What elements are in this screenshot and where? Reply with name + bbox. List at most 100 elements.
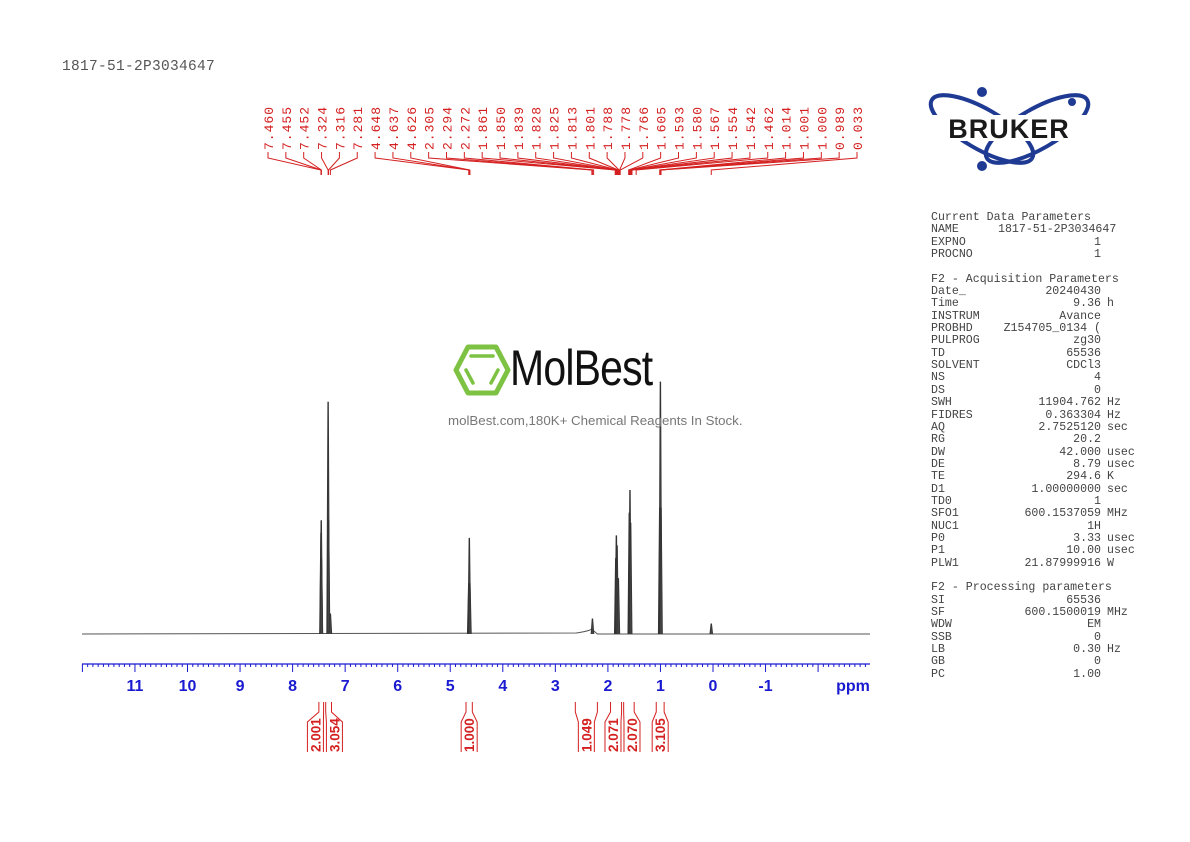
param-row: PULPROG zg30 — [931, 335, 1146, 348]
x-tick-label: 8 — [288, 678, 297, 695]
param-row: SOLVENT CDCl3 — [931, 359, 1146, 372]
param-key: DS — [931, 383, 945, 397]
peak-label: 1.000 — [815, 106, 830, 150]
param-row: SFO1 600.1537059 MHz — [931, 507, 1146, 521]
peak-label: 4.637 — [387, 106, 402, 150]
param-value: 2.7525120 — [1038, 420, 1101, 434]
param-row: SI 65536 — [931, 593, 1146, 607]
param-key: EXPNO — [931, 235, 966, 249]
param-value: 1 — [1094, 494, 1101, 508]
peak-label-connector — [392, 152, 470, 175]
molbest-watermark: MolBest molBest.com,180K+ Chemical Reage… — [448, 340, 748, 432]
x-tick-label: 2 — [603, 678, 612, 695]
param-value: 1 — [1094, 248, 1101, 262]
x-axis-label: ppm — [836, 678, 870, 695]
peak-label-connector — [328, 152, 340, 175]
param-unit: MHz — [1107, 507, 1128, 521]
param-row: SWH 11904.762 Hz — [931, 396, 1146, 409]
param-value: 0.30 — [1073, 643, 1101, 657]
peak-label-connector — [628, 152, 680, 175]
peak-label: 1.825 — [548, 106, 563, 150]
param-row: NUC1 1H — [931, 519, 1146, 533]
param-value: 8.79 — [1073, 457, 1101, 471]
integrals: 2.001 3.054 1.000 1.049 2.071 2.070 3.105 — [306, 702, 669, 752]
param-value: 42.000 — [1059, 445, 1101, 459]
param-value: 1817-51-2P3034647 — [998, 223, 1117, 237]
peak-label: 1.001 — [797, 106, 812, 150]
peak-label-connector — [374, 152, 470, 175]
param-key: NS — [931, 371, 945, 385]
peak-label-connector — [628, 152, 662, 175]
peak-label: 1.462 — [762, 106, 777, 150]
param-unit: W — [1107, 556, 1114, 570]
integral-bracket — [306, 702, 325, 752]
peak — [328, 613, 333, 635]
param-unit: h — [1107, 297, 1114, 311]
param-value: 20.2 — [1073, 433, 1101, 447]
param-unit: usec — [1107, 531, 1135, 545]
param-key: LB — [931, 643, 945, 657]
peak-label-connector — [630, 152, 715, 175]
peak-label-connector — [553, 152, 618, 175]
peak — [628, 522, 633, 635]
param-row: PROBHD Z154705_0134 ( — [931, 322, 1146, 336]
peak-label-connector — [428, 152, 593, 175]
peak-label: 7.460 — [262, 106, 277, 150]
peak — [616, 578, 621, 635]
param-row: D1 1.00000000 sec — [931, 482, 1146, 496]
integral-bracket — [574, 702, 598, 752]
peak-label: 4.626 — [405, 106, 420, 150]
integral-bracket — [651, 702, 669, 752]
peak-label: 1.554 — [726, 106, 741, 150]
peak-label-connector — [619, 152, 626, 175]
param-row: DE 8.79 usec — [931, 457, 1146, 471]
peak-label: 2.272 — [458, 106, 473, 150]
peak-label: 2.305 — [423, 106, 438, 150]
param-value: 4 — [1094, 371, 1101, 385]
peak-label-connector — [410, 152, 471, 175]
param-unit: sec — [1107, 420, 1128, 434]
x-tick-label: 3 — [551, 678, 560, 695]
param-key: DW — [931, 445, 945, 459]
param-row: EXPNO 1 — [931, 235, 1146, 249]
param-value: 10.00 — [1066, 544, 1101, 558]
param-value: Z154705_0134 ( — [1003, 322, 1101, 336]
param-value: 600.1537059 — [1024, 507, 1101, 521]
peak-label-connector — [463, 152, 595, 175]
param-unit: Hz — [1107, 408, 1121, 422]
peak-label: 1.850 — [494, 106, 509, 150]
param-value: 1H — [1087, 519, 1101, 533]
param-key: SFO1 — [931, 507, 959, 521]
peak-label: 7.452 — [298, 106, 313, 150]
param-value: 65536 — [1066, 593, 1101, 607]
peak-label: 0.033 — [851, 106, 866, 150]
peak — [319, 558, 324, 635]
param-key: Date_ — [931, 285, 966, 299]
param-unit: MHz — [1107, 606, 1128, 619]
param-value: 1.00 — [1073, 667, 1101, 681]
param-key: PROBHD — [931, 322, 973, 336]
param-row: PLW1 21.87999916 W — [931, 556, 1146, 570]
param-key: PLW1 — [931, 556, 959, 570]
peak-label-connector — [588, 152, 619, 175]
param-value: 3.33 — [1073, 531, 1101, 545]
peak-label-connector — [631, 152, 751, 175]
peak-label: 7.324 — [316, 106, 331, 150]
integral-value: 2.071 — [606, 718, 621, 752]
param-value: 65536 — [1066, 346, 1101, 360]
param-key: WDW — [931, 618, 952, 632]
spectrum-trace — [81, 381, 870, 635]
param-key: PC — [931, 667, 945, 681]
peak-label-connector — [619, 152, 644, 175]
param-key: P1 — [931, 544, 945, 558]
integral-value: 3.105 — [653, 718, 668, 752]
peak-label-connector — [629, 152, 697, 175]
param-row: RG 20.2 — [931, 433, 1146, 447]
peak-label-connector — [710, 152, 858, 175]
param-key: GB — [931, 655, 945, 669]
param-key: D1 — [931, 482, 945, 496]
watermark-tagline: molBest.com,180K+ Chemical Reagents In S… — [448, 413, 743, 428]
baseline — [81, 628, 870, 635]
param-row: NS 4 — [931, 371, 1146, 385]
